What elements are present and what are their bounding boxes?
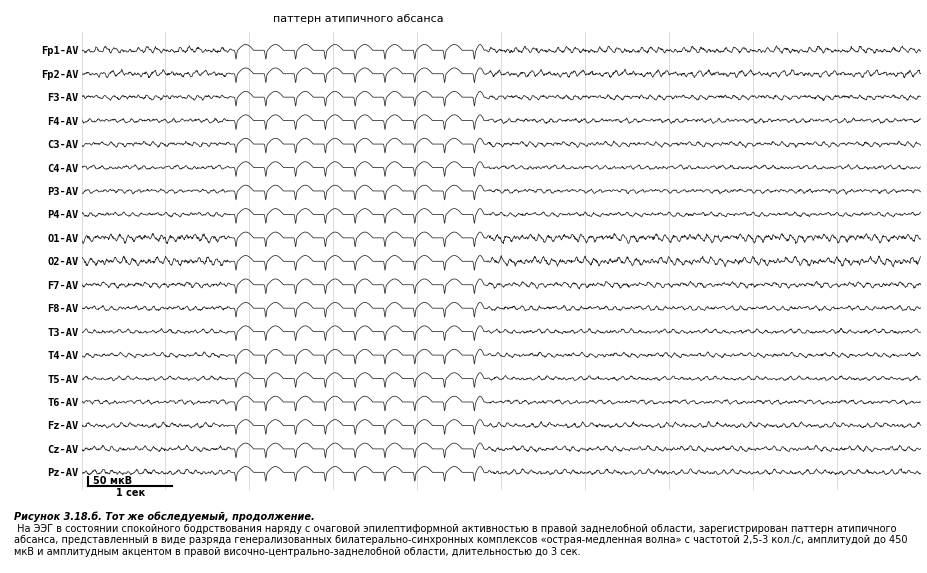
Text: паттерн атипичного абсанса: паттерн атипичного абсанса bbox=[273, 14, 444, 23]
Text: 50 мкВ: 50 мкВ bbox=[94, 477, 133, 486]
Text: На ЭЭГ в состоянии спокойного бодрствования наряду с очаговой эпилептиформной ак: На ЭЭГ в состоянии спокойного бодрствова… bbox=[14, 524, 908, 557]
Text: Рисунок 3.18.б. Тот же обследуемый, продолжение.: Рисунок 3.18.б. Тот же обследуемый, прод… bbox=[14, 511, 314, 521]
Text: 1 сек: 1 сек bbox=[116, 488, 145, 497]
